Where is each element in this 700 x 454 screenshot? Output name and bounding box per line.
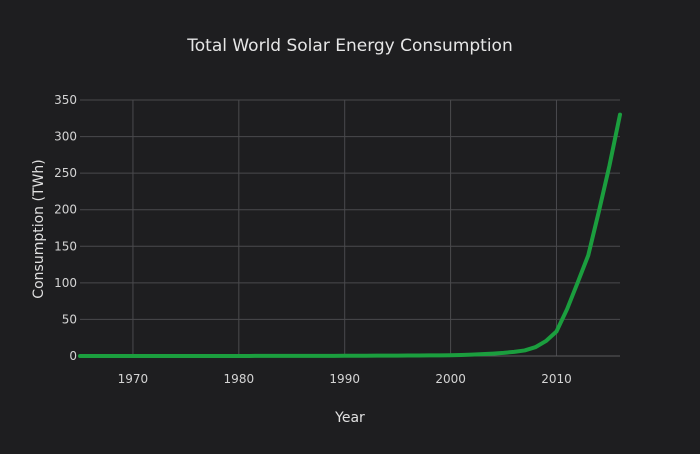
y-tick-label: 200 xyxy=(54,203,77,217)
y-tick-label: 350 xyxy=(54,93,77,107)
y-tick-label: 50 xyxy=(62,312,77,326)
x-tick-label: 1970 xyxy=(118,372,149,386)
y-tick-label: 0 xyxy=(69,349,77,363)
y-tick-label: 150 xyxy=(54,239,77,253)
x-axis-ticks: 1970 1980 1990 2000 2010 xyxy=(118,372,572,386)
y-axis-ticks: 0 50 100 150 200 250 300 350 xyxy=(54,93,77,363)
solar-consumption-line xyxy=(78,112,622,358)
y-axis-title: Consumption (TWh) xyxy=(31,159,47,298)
chart-title: Total World Solar Energy Consumption xyxy=(186,36,512,56)
x-tick-label: 1980 xyxy=(224,372,255,386)
y-tick-label: 250 xyxy=(54,166,77,180)
series-layer xyxy=(78,112,622,358)
x-tick-label: 1990 xyxy=(329,372,360,386)
x-axis-title: Year xyxy=(334,410,365,426)
x-tick-label: 2010 xyxy=(541,372,572,386)
x-gridlines xyxy=(132,100,557,356)
y-tick-label: 300 xyxy=(54,130,77,144)
y-gridlines xyxy=(80,99,620,357)
x-tick-label: 2000 xyxy=(435,372,466,386)
y-tick-label: 100 xyxy=(54,276,77,290)
